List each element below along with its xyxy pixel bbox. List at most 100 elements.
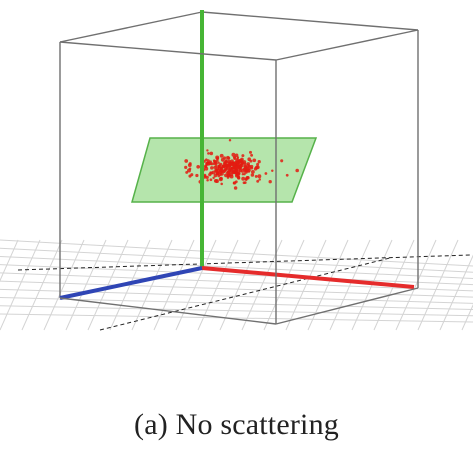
data-point <box>224 163 228 167</box>
data-point <box>220 182 223 186</box>
data-point <box>234 153 239 158</box>
data-point <box>209 160 212 163</box>
grid-line <box>0 297 473 311</box>
data-point <box>213 179 218 183</box>
grid-line <box>439 254 473 331</box>
grid-line <box>21 239 63 331</box>
data-point <box>190 173 194 177</box>
x-axis <box>201 266 415 289</box>
data-point <box>228 166 232 169</box>
data-point <box>244 177 248 181</box>
grid-line <box>307 239 349 331</box>
data-point <box>219 176 223 181</box>
grid-line <box>285 239 327 331</box>
grid-line <box>43 239 85 331</box>
data-point <box>219 153 224 158</box>
grid-line <box>0 239 473 267</box>
data-point <box>227 159 231 164</box>
grid-line <box>0 255 473 279</box>
data-point <box>227 168 232 172</box>
data-point <box>217 161 220 164</box>
bounding-box-back <box>59 11 419 298</box>
data-point <box>244 169 248 173</box>
data-point <box>243 181 247 184</box>
data-point <box>295 168 299 173</box>
grid-line <box>0 313 473 323</box>
data-point <box>219 168 224 173</box>
data-point <box>224 159 228 162</box>
point-cloud <box>184 138 299 190</box>
data-point <box>210 162 214 166</box>
grid-line <box>417 239 459 331</box>
data-point <box>209 151 214 156</box>
data-point <box>264 172 268 175</box>
data-point <box>257 174 262 179</box>
grid-line <box>395 239 437 331</box>
z-axis <box>59 266 203 300</box>
data-point <box>212 159 216 162</box>
data-point <box>223 168 226 172</box>
data-point <box>250 173 255 177</box>
data-point <box>214 169 219 174</box>
data-point <box>241 154 245 158</box>
data-point <box>250 153 254 157</box>
data-point <box>258 178 261 181</box>
data-point <box>226 174 230 177</box>
data-point <box>205 162 209 166</box>
data-point <box>222 164 226 168</box>
data-point <box>241 172 245 176</box>
figure-caption: (a) No scattering <box>134 408 339 441</box>
grid-line <box>263 239 305 331</box>
data-point <box>231 152 236 157</box>
data-point <box>207 152 210 155</box>
data-point <box>254 174 258 178</box>
data-point <box>256 162 260 166</box>
grid-line <box>461 304 473 331</box>
data-point <box>233 186 238 190</box>
data-point <box>243 164 247 169</box>
data-point <box>237 176 241 180</box>
data-point <box>280 159 284 163</box>
data-point <box>256 179 260 183</box>
grid-line <box>153 239 195 331</box>
data-point <box>215 156 220 161</box>
data-point <box>243 172 246 176</box>
grid-line <box>65 239 107 331</box>
grid-line <box>219 239 261 331</box>
3d-scene <box>0 10 473 331</box>
data-point <box>204 165 208 169</box>
data-point <box>220 157 225 162</box>
data-point <box>247 170 251 173</box>
data-point <box>211 170 216 175</box>
data-point <box>285 173 289 177</box>
data-point <box>230 170 235 174</box>
data-point <box>206 149 209 152</box>
data-point <box>248 167 251 171</box>
data-point <box>217 164 222 169</box>
data-point <box>224 173 228 178</box>
grid-line <box>329 239 371 331</box>
data-point <box>205 158 208 161</box>
data-point <box>226 176 230 179</box>
data-point <box>212 176 215 180</box>
data-point <box>236 163 239 166</box>
data-point <box>195 173 199 178</box>
grid-line <box>175 239 217 331</box>
data-point <box>235 164 240 169</box>
data-point <box>235 158 239 163</box>
grid-line <box>131 239 173 331</box>
data-point <box>196 164 201 169</box>
data-point <box>247 164 252 169</box>
data-point <box>224 161 228 165</box>
data-point <box>227 156 231 160</box>
floor-reference-lines <box>17 254 471 331</box>
data-point <box>209 178 213 182</box>
floor-grid <box>0 239 473 331</box>
data-point <box>214 164 218 167</box>
data-point <box>238 169 243 173</box>
data-point <box>188 162 192 166</box>
data-point <box>255 165 260 170</box>
data-point <box>249 150 252 154</box>
grid-line <box>0 239 19 282</box>
data-point <box>184 159 189 163</box>
